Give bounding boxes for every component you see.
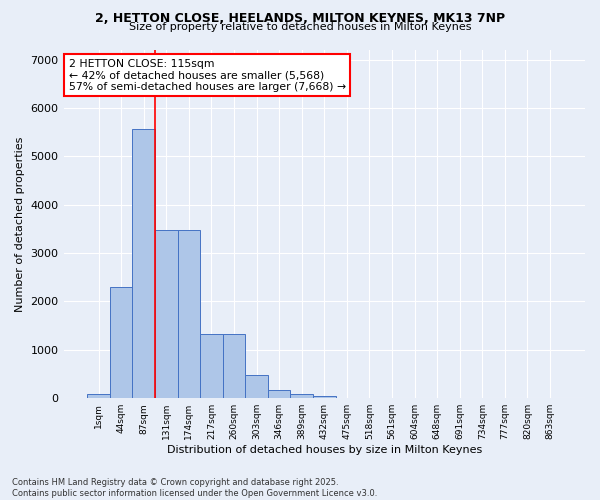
- Bar: [87, 394, 110, 398]
- Bar: [245, 376, 268, 398]
- Y-axis label: Number of detached properties: Number of detached properties: [15, 136, 25, 312]
- Bar: [313, 396, 335, 398]
- Bar: [110, 287, 133, 398]
- Text: Contains HM Land Registry data © Crown copyright and database right 2025.
Contai: Contains HM Land Registry data © Crown c…: [12, 478, 377, 498]
- Bar: [268, 390, 290, 398]
- Bar: [290, 394, 313, 398]
- X-axis label: Distribution of detached houses by size in Milton Keynes: Distribution of detached houses by size …: [167, 445, 482, 455]
- Text: 2, HETTON CLOSE, HEELANDS, MILTON KEYNES, MK13 7NP: 2, HETTON CLOSE, HEELANDS, MILTON KEYNES…: [95, 12, 505, 26]
- Bar: [223, 334, 245, 398]
- Text: Size of property relative to detached houses in Milton Keynes: Size of property relative to detached ho…: [129, 22, 471, 32]
- Bar: [178, 230, 200, 398]
- Bar: [155, 230, 178, 398]
- Text: 2 HETTON CLOSE: 115sqm
← 42% of detached houses are smaller (5,568)
57% of semi-: 2 HETTON CLOSE: 115sqm ← 42% of detached…: [69, 58, 346, 92]
- Bar: [133, 130, 155, 398]
- Bar: [200, 334, 223, 398]
